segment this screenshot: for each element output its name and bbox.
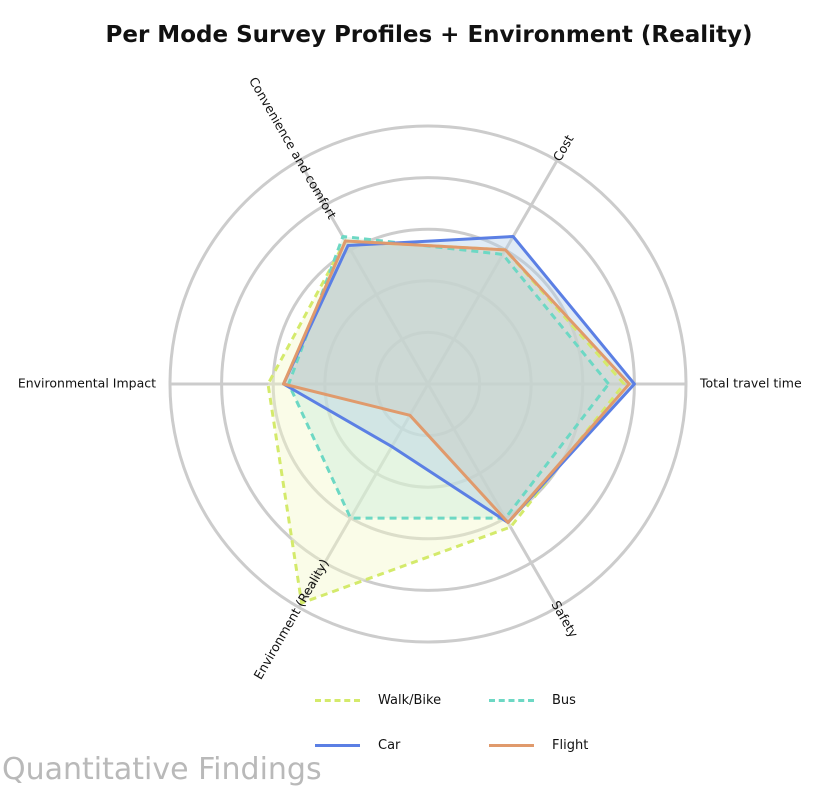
section-heading-partial: Quantitative Findings — [2, 752, 322, 787]
series-fill-bus — [288, 236, 609, 519]
legend-item-bus: Bus — [489, 688, 576, 712]
legend-item-flight: Flight — [489, 733, 588, 757]
axis-label: Environmental Impact — [18, 376, 156, 391]
legend-swatch-car — [315, 743, 360, 747]
grid-spoke — [297, 159, 430, 385]
legend-label-walk-bike: Walk/Bike — [378, 692, 442, 708]
axis-label: Cost — [550, 132, 577, 164]
grid-spoke — [426, 383, 559, 609]
legend-item-walk-bike: Walk/Bike — [315, 688, 441, 712]
legend-swatch-walk-bike — [315, 698, 360, 702]
legend-label-flight: Flight — [552, 737, 589, 753]
legend-item-car: Car — [315, 733, 400, 757]
legend-swatch-bus — [489, 698, 534, 702]
axis-label: Safety — [548, 598, 581, 641]
series-line-flight — [282, 239, 631, 524]
radar-grid — [168, 124, 688, 644]
legend-label-bus: Bus — [552, 692, 576, 708]
legend-swatch-flight — [489, 743, 534, 747]
axis-label: Total travel time — [699, 376, 802, 391]
chart-title: Per Mode Survey Profiles + Environment (… — [105, 22, 753, 48]
series-fill-flight — [283, 241, 630, 523]
chart-legend: Walk/Bike Bus Car Flight — [315, 688, 615, 758]
grid-spoke — [297, 383, 430, 609]
legend-label-car: Car — [378, 737, 401, 753]
grid-spoke — [426, 159, 559, 385]
radar-series — [266, 235, 636, 605]
series-fill-walk-bike — [268, 241, 625, 603]
